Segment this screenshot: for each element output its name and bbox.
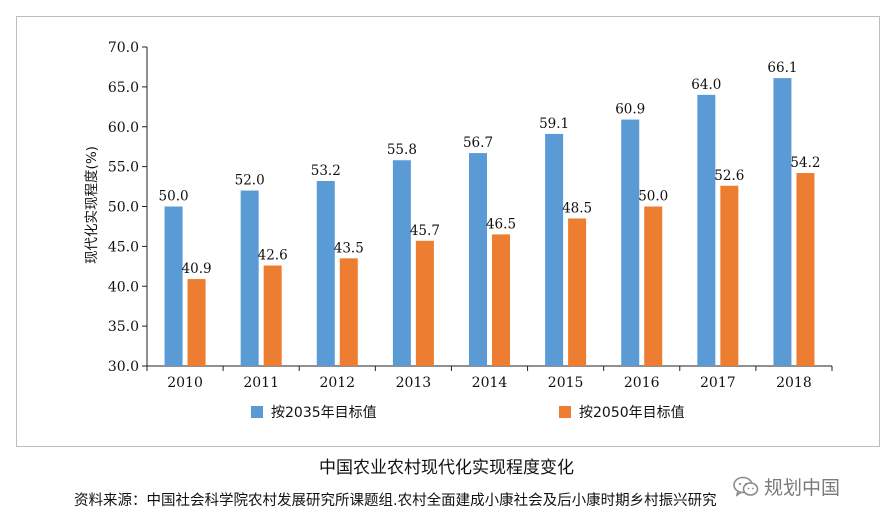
legend-label-2035: 按2035年目标值 [271,405,377,421]
data-label: 56.7 [463,135,493,151]
data-label: 43.5 [334,240,364,256]
y-tick-label: 40.0 [108,279,139,295]
bar-2035-2017 [697,94,716,366]
data-label: 42.6 [258,248,288,264]
bar-2050-2017 [720,185,739,366]
bar-2035-2015 [545,133,564,366]
data-label: 48.5 [562,200,592,216]
bar-2050-2010 [187,279,206,366]
chart-frame [16,16,880,447]
data-label: 52.0 [235,173,265,189]
data-label: 54.2 [790,155,820,171]
bar-2035-2013 [392,160,411,366]
bar-2035-2016 [621,119,640,366]
chart-caption: 中国农业农村现代化实现程度变化 [319,458,574,478]
x-tick-label: 2014 [472,375,508,391]
legend: 按2035年目标值 按2050年目标值 [251,405,685,421]
x-tick-label: 2011 [243,375,279,391]
data-label: 50.0 [159,189,189,205]
watermark: 规划中国 [733,473,840,500]
data-label: 66.1 [767,60,797,76]
y-tick-label: 50.0 [108,200,139,216]
bar-2050-2011 [263,265,282,366]
x-tick-label: 2013 [396,375,432,391]
y-tick-label: 60.0 [108,120,139,136]
data-label: 64.0 [691,77,721,93]
data-labels: 50.0 52.0 53.2 55.8 56.7 59.1 60.9 64.0 66.1 40.9… [159,60,821,277]
wechat-icon [733,476,759,498]
data-label: 40.9 [182,261,212,277]
bar-2035-2010 [164,206,183,366]
bars [164,78,815,366]
source-note: 资料来源：中国社会科学院农村发展研究所课题组.农村全面建成小康社会及后小康时期乡… [74,493,717,509]
data-label: 52.6 [714,168,744,184]
data-label: 45.7 [410,223,440,239]
legend-swatch-2050 [559,406,571,418]
bar-2050-2012 [339,258,358,366]
y-tick-label: 70.0 [108,40,139,56]
data-label: 46.5 [486,216,516,232]
bar-2050-2015 [568,218,587,366]
x-tick-label: 2018 [776,375,812,391]
y-axis-title: 现代化实现程度(%) [84,146,100,264]
x-tick-label: 2017 [700,375,736,391]
bar-chart: 现代化实现程度(%) 30.0 35.0 40.0 45.0 50.0 55.0 60.0 6… [84,40,833,421]
bar-2050-2016 [644,206,663,366]
data-label: 50.0 [638,189,668,205]
data-label: 60.9 [615,102,645,118]
x-tick-label: 2012 [319,375,355,391]
y-tick-label: 35.0 [108,319,139,335]
legend-swatch-2035 [251,406,263,418]
legend-label-2050: 按2050年目标值 [579,405,685,421]
watermark-text: 规划中国 [764,477,841,499]
axes: 30.0 35.0 40.0 45.0 50.0 55.0 60.0 65.0 70.0 2010… [108,40,833,391]
bar-2035-2018 [773,78,792,366]
bar-2035-2014 [469,153,487,366]
y-tick-label: 55.0 [108,160,139,176]
y-tick-label: 45.0 [108,239,139,255]
bar-2035-2012 [316,180,335,366]
data-label: 53.2 [311,163,341,179]
x-tick-label: 2010 [167,375,203,391]
y-tick-label: 30.0 [108,359,139,375]
x-tick-label: 2016 [624,375,660,391]
data-label: 55.8 [387,142,417,158]
data-label: 59.1 [539,116,569,132]
bar-2035-2011 [240,190,259,366]
bar-2050-2014 [492,234,510,366]
y-tick-label: 65.0 [108,80,139,96]
bar-2050-2018 [796,173,815,366]
bar-2050-2013 [415,240,434,366]
x-tick-label: 2015 [548,375,584,391]
